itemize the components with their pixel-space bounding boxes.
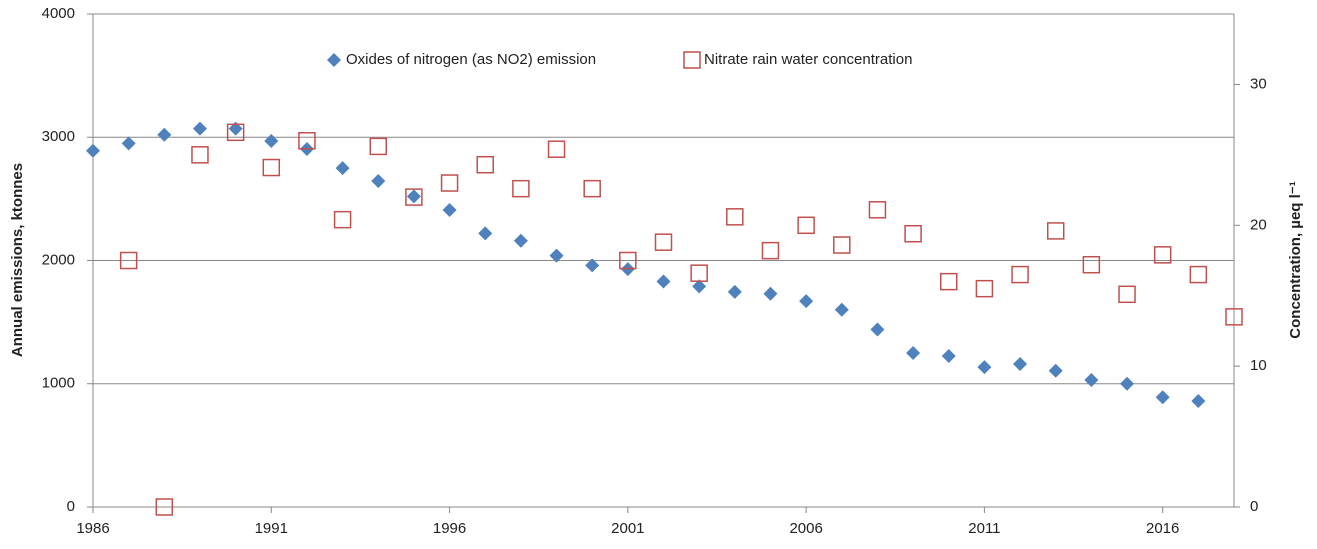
data-point — [868, 201, 887, 219]
legend-marker — [327, 53, 341, 67]
y-tick-label: 4000 — [42, 5, 75, 22]
data-point — [86, 143, 100, 158]
data-point — [1189, 265, 1208, 284]
y-axis-title: Annual emissions, ktonnes — [9, 163, 26, 357]
data-point — [977, 360, 992, 375]
data-point — [656, 274, 671, 289]
data-point — [121, 136, 136, 151]
y-tick-label: 0 — [67, 498, 75, 515]
data-point — [440, 174, 459, 192]
data-point — [692, 279, 707, 294]
data-point — [262, 158, 281, 177]
data-point — [1225, 308, 1243, 326]
data-point — [155, 498, 174, 516]
y2-tick-label: 10 — [1250, 357, 1267, 374]
data-point — [1048, 363, 1063, 378]
data-point — [226, 123, 245, 142]
data-point — [476, 155, 494, 174]
data-point — [763, 286, 778, 301]
data-point — [1155, 390, 1170, 405]
data-point — [547, 140, 566, 158]
data-point — [192, 121, 207, 136]
data-point — [906, 345, 921, 360]
x-tick-label: 1986 — [76, 520, 109, 537]
data-point — [797, 216, 815, 235]
y2-tick-label: 20 — [1250, 216, 1267, 233]
y2-axis-title: Concentration, µeq l⁻¹ — [1287, 181, 1304, 338]
data-point — [157, 127, 172, 142]
x-tick-label: 2016 — [1146, 520, 1179, 537]
x-tick-label: 2011 — [968, 520, 1000, 537]
data-point — [478, 226, 493, 241]
data-point — [726, 208, 744, 226]
data-point — [442, 202, 457, 217]
y2-tick-label: 0 — [1250, 498, 1258, 515]
data-point — [834, 302, 849, 317]
data-point — [513, 233, 528, 248]
data-point — [1082, 255, 1101, 274]
data-point — [870, 322, 885, 337]
x-tick-label: 1996 — [433, 520, 466, 537]
data-point — [1013, 357, 1028, 372]
y-tick-label: 1000 — [42, 375, 75, 392]
data-point — [727, 284, 742, 299]
data-point — [1011, 265, 1029, 284]
legend-label: Nitrate rain water concentration — [704, 51, 912, 68]
x-tick-label: 1991 — [255, 520, 288, 537]
data-point — [1191, 394, 1206, 409]
data-point — [585, 258, 600, 273]
data-point — [119, 251, 138, 270]
data-point — [799, 294, 814, 309]
legend-marker — [683, 51, 701, 69]
y-tick-label: 2000 — [42, 251, 75, 268]
data-point — [975, 279, 994, 298]
data-point — [941, 349, 956, 364]
data-point — [940, 272, 958, 291]
data-point — [1084, 373, 1099, 388]
data-point — [904, 224, 922, 243]
data-point — [690, 264, 708, 282]
data-point — [654, 233, 673, 251]
data-point — [761, 241, 780, 260]
data-point — [191, 146, 209, 164]
data-point — [369, 137, 387, 156]
y-tick-label: 3000 — [42, 128, 75, 145]
data-point — [228, 121, 243, 136]
data-point — [264, 133, 279, 148]
data-point — [583, 179, 601, 198]
data-point — [1118, 285, 1136, 304]
data-point — [371, 174, 386, 189]
data-point — [406, 189, 421, 204]
data-point — [1153, 246, 1172, 264]
data-point — [1120, 376, 1135, 391]
data-point — [619, 251, 637, 270]
data-point — [549, 248, 564, 263]
data-point — [512, 179, 530, 198]
data-point — [833, 236, 851, 254]
y2-tick-label: 30 — [1250, 75, 1267, 92]
data-point — [298, 132, 316, 150]
data-point — [335, 161, 350, 176]
legend-label: Oxides of nitrogen (as NO2) emission — [346, 51, 596, 68]
data-point — [1046, 222, 1065, 240]
x-tick-label: 2001 — [611, 520, 644, 537]
data-point — [333, 210, 352, 229]
x-tick-label: 2006 — [789, 520, 822, 537]
data-point — [405, 188, 423, 206]
